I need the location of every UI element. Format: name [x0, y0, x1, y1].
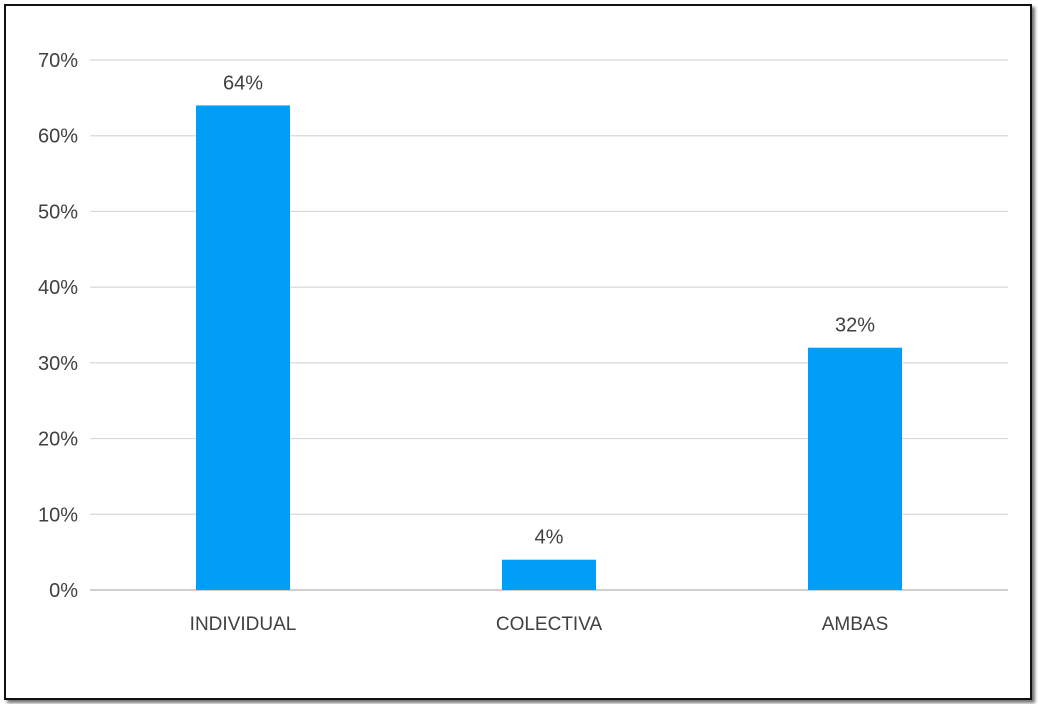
chart-frame: 0% 10% 20% 30% 40% 50% 60% 70% 64% 4% 32% INDIVID…	[4, 4, 1032, 700]
y-tick-label: 70%	[38, 50, 78, 72]
y-tick-label: 0%	[49, 580, 78, 602]
bar-ambas	[808, 347, 902, 590]
bar-individual	[196, 105, 290, 590]
y-tick-label: 60%	[38, 126, 78, 148]
y-tick-label: 40%	[38, 277, 78, 299]
y-axis-tick-labels: 0% 10% 20% 30% 40% 50% 60% 70%	[38, 50, 78, 602]
data-labels: 64% 4% 32%	[223, 72, 875, 548]
y-tick-label: 30%	[38, 353, 78, 375]
category-label: AMBAS	[822, 614, 889, 635]
bar-colectiva	[502, 559, 596, 590]
category-label: INDIVIDUAL	[190, 614, 297, 635]
y-tick-label: 10%	[38, 504, 78, 526]
data-label: 4%	[535, 527, 564, 549]
bars	[196, 105, 902, 590]
x-axis-category-labels: INDIVIDUAL COLECTIVA AMBAS	[190, 614, 889, 635]
y-tick-label: 50%	[38, 201, 78, 223]
y-tick-label: 20%	[38, 429, 78, 451]
data-label: 32%	[835, 315, 875, 337]
bar-chart: 0% 10% 20% 30% 40% 50% 60% 70% 64% 4% 32% INDIVID…	[38, 50, 1008, 635]
data-label: 64%	[223, 72, 263, 94]
category-label: COLECTIVA	[496, 614, 603, 635]
